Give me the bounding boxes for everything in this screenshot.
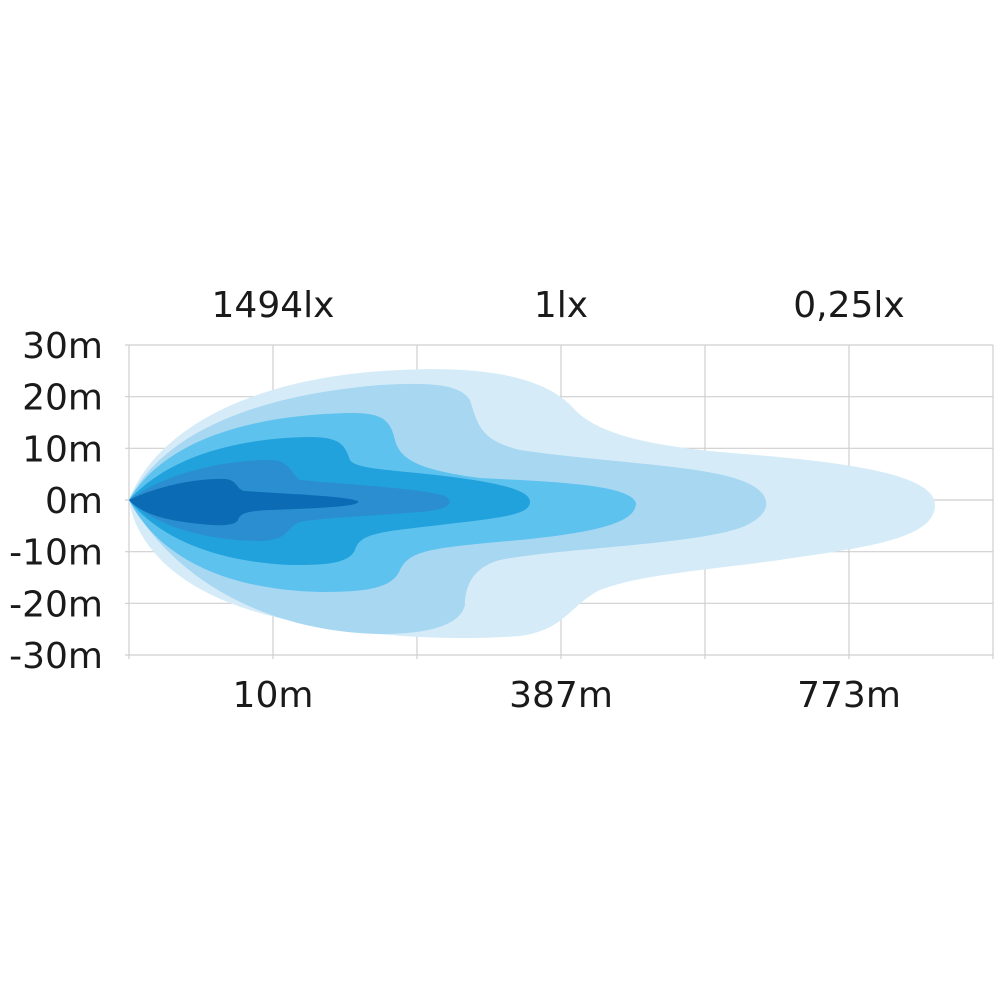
lux-label: 1lx — [534, 285, 588, 326]
y-tick-label: 30m — [22, 326, 103, 367]
distance-label: 387m — [509, 675, 613, 716]
y-tick-label: -20m — [9, 584, 103, 625]
distance-label: 10m — [233, 675, 314, 716]
y-tick-label: -30m — [9, 636, 103, 677]
distance-label: 773m — [797, 675, 901, 716]
contour-1494lx — [129, 478, 359, 526]
lux-label: 0,25lx — [793, 285, 904, 326]
beam-contours — [129, 369, 935, 639]
y-tick-label: 10m — [22, 429, 103, 470]
y-tick-label: 0m — [45, 481, 103, 522]
lux-label: 1494lx — [212, 285, 335, 326]
y-tick-label: 20m — [22, 378, 103, 419]
y-tick-label: -10m — [9, 533, 103, 574]
